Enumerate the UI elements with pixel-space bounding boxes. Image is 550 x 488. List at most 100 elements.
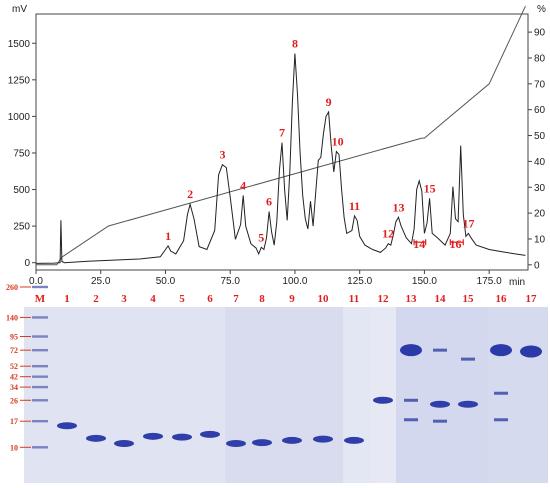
right-axis-unit: %	[537, 4, 546, 15]
lane-label: 4	[150, 293, 156, 305]
gel-strips	[24, 307, 548, 483]
gel-strip	[24, 307, 225, 483]
y-left-tick-label: 1000	[8, 112, 31, 123]
marker-band	[32, 316, 48, 319]
x-tick-label: 125.0	[347, 276, 372, 287]
mw-label: 34	[10, 383, 18, 392]
marker-band	[32, 419, 48, 423]
lane-label: 17	[526, 293, 538, 305]
sample-band	[520, 345, 542, 358]
gradient-line	[36, 5, 526, 266]
mw-label: 140	[6, 313, 18, 322]
x-tick-label: 75.0	[220, 276, 240, 287]
y-left-tick-label: 500	[13, 185, 30, 196]
y-right-tick-label: 20	[534, 209, 546, 220]
sample-band	[282, 436, 302, 444]
peak-label: 6	[266, 194, 272, 208]
minor-band	[461, 357, 475, 361]
minor-band	[433, 419, 447, 423]
peak-label: 9	[326, 95, 332, 109]
left-axis-ticks: 0 250 500 750 1000 1250 1500	[8, 39, 36, 269]
mw-label: 52	[10, 362, 18, 371]
lane-label: 10	[318, 293, 330, 305]
y-left-tick-label: 1500	[8, 39, 31, 50]
minor-band	[494, 418, 508, 422]
peak-label: 4	[240, 178, 246, 192]
x-axis-unit: min	[509, 277, 525, 288]
lane-label: 13	[406, 293, 418, 305]
lane-label: 3	[121, 293, 127, 305]
marker-band	[32, 285, 48, 289]
minor-band	[494, 391, 508, 395]
lane-label: 16	[496, 293, 508, 305]
y-right-tick-label: 0	[534, 260, 540, 271]
sample-band	[344, 436, 364, 444]
x-tick-label: 100.0	[282, 276, 307, 287]
gel-bands	[32, 285, 542, 449]
fraction-brackets	[413, 239, 464, 246]
mw-label: 10	[10, 443, 18, 452]
sample-band	[400, 344, 422, 357]
gel-strip	[371, 307, 396, 483]
sample-band	[143, 432, 163, 440]
x-tick-label: 0.0	[29, 276, 43, 287]
mw-label: 42	[10, 373, 18, 382]
y-right-tick-label: 90	[534, 28, 546, 39]
y-right-tick-label: 60	[534, 105, 546, 116]
x-tick-label: 50.0	[156, 276, 176, 287]
peak-label: 12	[382, 227, 394, 241]
peak-label: 15	[424, 181, 436, 195]
lane-label: 6	[207, 293, 213, 305]
lane-label: 2	[93, 293, 99, 305]
right-axis-ticks: 0 10 20 30 40 50 60 70 80 90	[528, 28, 546, 271]
lane-label: 7	[233, 293, 239, 305]
mw-label: 17	[10, 417, 18, 426]
peak-label: 3	[219, 148, 225, 162]
y-right-tick-label: 40	[534, 157, 546, 168]
lane-label: 5	[179, 293, 185, 305]
marker-lane-label: M	[35, 293, 46, 305]
marker-band	[32, 446, 48, 449]
y-left-tick-label: 0	[24, 258, 30, 269]
mw-label: 72	[10, 346, 18, 355]
minor-band	[433, 348, 447, 352]
lane-label: 1	[64, 293, 70, 305]
lane-label: 15	[463, 293, 475, 305]
sample-band	[200, 430, 220, 438]
gel-strip	[225, 307, 343, 483]
marker-band	[32, 335, 48, 338]
peak-label: 10	[332, 135, 344, 149]
lane-label: 9	[289, 293, 295, 305]
x-tick-label: 25.0	[91, 276, 111, 287]
lane-labels: 1 2 3 4 5 6 7 8 9 10 11 12 13 14 15 16 17	[64, 293, 537, 305]
y-right-tick-label: 30	[534, 183, 546, 194]
marker-band	[32, 399, 48, 402]
peak-label: 5	[258, 230, 264, 244]
y-right-tick-label: 10	[534, 234, 546, 245]
gel-strip	[488, 307, 548, 483]
mw-label: 26	[10, 396, 18, 405]
marker-band	[32, 385, 48, 389]
y-left-tick-label: 250	[13, 222, 30, 233]
sample-band	[57, 422, 77, 430]
peak-label: 13	[393, 200, 405, 214]
gel-strip	[343, 307, 371, 483]
lane-label: 14	[435, 293, 447, 305]
minor-band	[404, 398, 418, 402]
peak-label: 17	[462, 216, 474, 230]
y-right-tick-label: 80	[534, 53, 546, 64]
sample-band	[313, 435, 333, 443]
sample-band	[172, 433, 192, 441]
sample-band	[226, 440, 246, 448]
y-left-tick-label: 750	[13, 148, 30, 159]
minor-band	[404, 418, 418, 422]
marker-band	[32, 348, 48, 352]
chromatogram-chart: mV % min 0.0 25.0 50.0 75.0 100.0 125.0 150.0 1…	[8, 4, 546, 288]
peak-label: 8	[292, 36, 298, 50]
peak-label: 7	[279, 126, 285, 140]
peak-label: 1	[165, 229, 171, 243]
sample-band	[252, 439, 272, 447]
sample-band	[490, 344, 512, 357]
